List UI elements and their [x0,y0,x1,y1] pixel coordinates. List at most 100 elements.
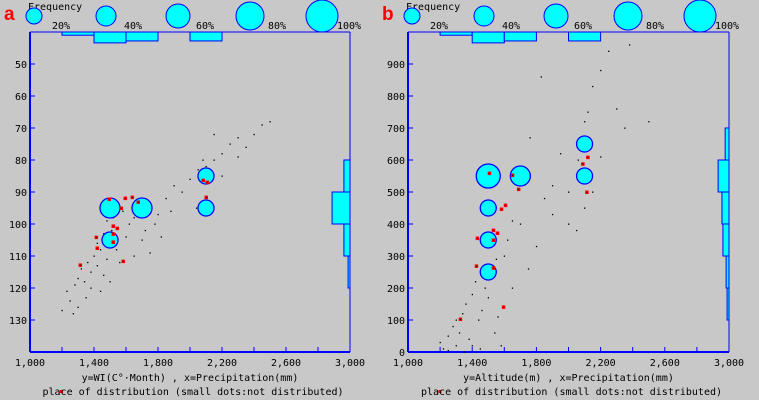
frequency-bubble [475,163,501,189]
x-tick-label: 2,200 [207,358,237,369]
not-distributed-dot [503,255,506,257]
x-histogram-bar [471,31,505,44]
frequency-legend-circle [305,0,339,33]
y-histogram-bar [343,159,351,193]
x-tick-label: 1,400 [79,358,109,369]
not-distributed-dot [474,281,477,283]
not-distributed-dot [455,319,457,321]
distributed-point-center [475,265,477,267]
distributed-point-center [131,196,133,198]
y-tick-label: 700 [387,124,405,135]
not-distributed-dot [197,169,199,171]
not-distributed-dot [93,255,95,257]
not-distributed-dot [69,300,71,302]
distributed-point-center [476,237,478,239]
distributed-point-center [112,225,114,227]
x-histogram-bar [503,31,537,42]
not-distributed-dot [149,252,151,254]
distributed-point-center [587,156,589,158]
distributed-point-center [116,227,118,229]
not-distributed-dot [133,255,135,257]
not-distributed-dot [85,297,87,299]
y-tick-label: 800 [387,92,405,103]
not-distributed-dot [90,271,92,273]
not-distributed-dot [600,156,602,158]
not-distributed-dot [261,124,263,126]
not-distributed-dot [170,210,172,212]
not-distributed-dot [592,191,594,193]
y-tick-label: 600 [387,156,405,167]
frequency-title: Frequency [406,2,460,13]
distributed-point-center [124,197,126,199]
x-histogram-bar [568,31,602,42]
not-distributed-dot [455,345,457,347]
distributed-point-center [202,179,204,181]
x-axis-label: y=WI(C°·Month) , x=Precipitation(mm) [82,373,299,384]
frequency-legend-label: 40% [124,21,142,32]
y-tick-label: 400 [387,220,405,231]
not-distributed-dot [77,277,79,280]
y-histogram-bar [721,191,730,225]
frequency-legend-label: 80% [646,21,664,32]
not-distributed-dot [463,351,465,353]
not-distributed-dot [559,153,562,155]
frequency-bubble [479,231,497,249]
distributed-point-center [492,229,494,231]
not-distributed-dot [213,133,215,136]
not-distributed-dot [608,50,610,52]
not-distributed-dot [253,133,255,136]
not-distributed-dot [551,185,554,187]
distributed-point-center [492,267,494,269]
not-distributed-dot [519,223,522,225]
x-tick-label: 2,600 [650,358,680,369]
not-distributed-dot [229,143,231,145]
not-distributed-dot [181,191,183,193]
not-distributed-dot [96,265,98,267]
x-tick-label: 1,400 [457,358,487,369]
y-histogram-bar [717,159,730,193]
not-distributed-dot [481,309,483,312]
panel-label: a [4,4,15,25]
not-distributed-dot [616,108,618,110]
distributed-point-center [112,241,114,243]
distributed-point-center [96,247,98,249]
not-distributed-dot [500,345,502,347]
legend-text: place of distribution (small dots:not di… [42,387,343,398]
frequency-bubble [509,165,531,187]
not-distributed-dot [479,348,482,350]
not-distributed-dot [115,249,118,251]
not-distributed-dot [90,287,92,289]
not-distributed-dot [507,239,509,241]
not-distributed-dot [576,229,578,232]
distributed-point-center [492,239,494,241]
panel-a: a Frequency 20% 40% 60% 80% 100% 1,000 1,400 1,80… [4,0,365,398]
not-distributed-dot [511,287,514,289]
y-tick-label: 100 [387,316,405,327]
not-distributed-dot [72,313,74,315]
distributed-point-center [512,174,514,176]
frequency-legend-label: 100% [337,21,361,32]
x-histogram-bar [93,31,127,44]
not-distributed-dot [213,159,215,161]
not-distributed-dot [195,207,198,209]
x-histogram-bar [189,31,223,42]
distributed-point-center [582,163,584,165]
not-distributed-dot [237,156,239,158]
y-histogram-bar [343,223,351,257]
y-tick-label: 70 [15,124,27,135]
distributed-point-center [120,207,122,209]
frequency-legend-circle [543,3,569,29]
distributed-point-center [504,204,506,206]
not-distributed-dot [527,268,530,270]
not-distributed-dot [584,207,586,209]
frequency-legend-circle [683,0,717,33]
frequency-legend-label: 80% [268,21,286,32]
y-tick-label: 80 [15,156,27,167]
not-distributed-dot [447,335,449,337]
not-distributed-dot [133,217,135,219]
not-distributed-dot [465,303,467,305]
not-distributed-dot [154,223,156,225]
not-distributed-dot [125,236,127,238]
not-distributed-dot [648,121,650,123]
